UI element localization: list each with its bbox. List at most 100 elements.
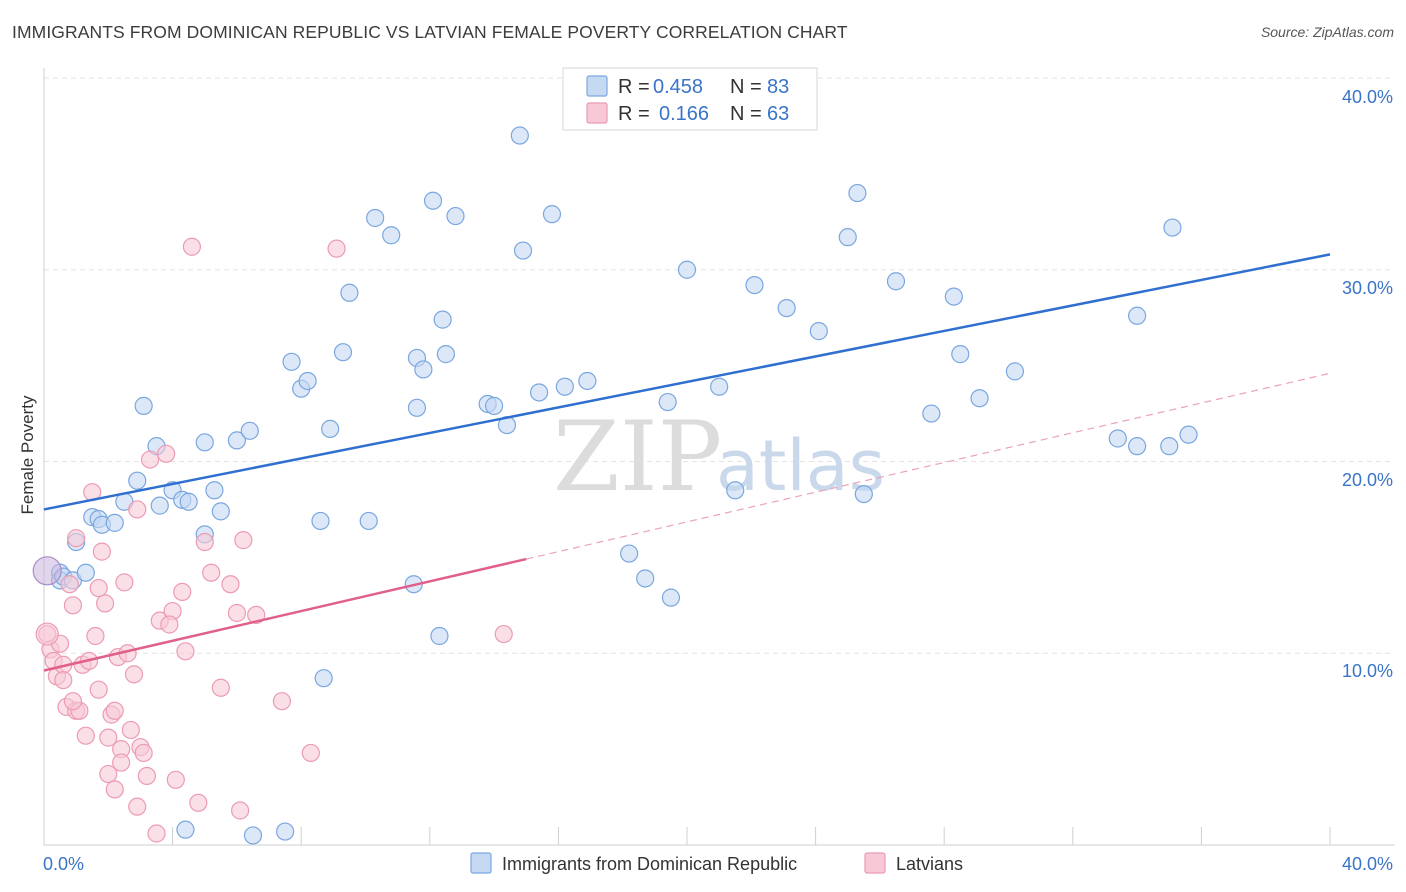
latvian-point-50 [301,743,320,763]
dominican-point-79 [176,820,195,839]
legend-r-label-2: R = [618,103,650,125]
dominican-point-39 [436,345,455,364]
latvian-point-29 [134,743,153,763]
latvian-point-56 [128,797,147,816]
dominican-point-12 [134,396,153,415]
dominican-point-82 [1160,437,1179,456]
dominican-point-42 [485,396,504,415]
cluster-point-1 [35,622,59,646]
latvian-point-43 [211,678,230,697]
trend-lines [43,253,1331,672]
top-legend: R = 0.458 N = 83 R = 0.166 N = 63 [562,67,818,131]
y-tick-label-10: 10.0% [1342,661,1393,681]
dominican-point-57 [726,481,745,500]
latvian-point-54 [99,764,118,784]
dominican-point-68 [970,389,989,408]
chart-source: Source: ZipAtlas.com [1260,24,1394,40]
dominican-point-45 [513,241,533,260]
dominican-point-36 [414,360,433,379]
dominican-point-72 [1127,437,1147,456]
y-tick-label-30: 30.0% [1342,278,1393,298]
latvian-point-60 [112,753,131,772]
dominican-point-34 [407,398,427,417]
trend-line-latvian [43,557,527,672]
latvian-point-42 [202,563,221,582]
latvian-point-20 [105,701,124,720]
latvian-point-62 [160,615,179,634]
latvian-point-48 [247,605,266,625]
y-tick-label-40: 40.0% [1342,87,1393,107]
watermark: ZIP atlas [553,401,885,513]
latvian-point-51 [327,239,346,258]
latvian-point-16 [92,542,111,561]
legend-r-value-1: 0.458 [653,76,703,98]
dominican-point-11 [128,471,147,490]
dominican-point-44 [510,126,529,145]
dominican-point-73 [1163,218,1182,237]
dominican-point-37 [423,191,443,210]
latvian-point-7 [60,575,79,594]
latvian-point-45 [227,603,246,623]
dominican-point-67 [951,345,970,364]
dominican-point-78 [276,822,295,841]
latvian-point-37 [173,582,192,601]
dominican-point-29 [333,343,353,362]
latvian-point-23 [115,573,134,592]
dominican-point-80 [243,826,263,845]
x-tick-label-max: 40.0% [1342,854,1393,874]
legend-swatch-blue [586,75,608,97]
dominican-point-38 [433,310,452,329]
dominican-point-9 [105,513,124,532]
bottom-legend-label-1: Immigrants from Dominican Republic [502,854,797,874]
latvian-point-41 [195,532,214,552]
legend-n-value-1: 83 [767,76,789,98]
latvian-point-18 [99,728,118,747]
legend-n-value-2: 63 [767,103,789,125]
dominican-point-54 [677,260,697,279]
latvian-point-55 [105,780,124,799]
dominican-point-60 [809,322,828,341]
dominican-point-69 [1005,362,1025,381]
legend-r-value-2: 0.166 [659,103,709,125]
dominican-point-46 [530,383,549,402]
dominican-point-49 [578,371,597,391]
latvian-point-25 [121,720,140,740]
dominican-point-74 [1179,425,1198,444]
dominican-point-48 [555,377,574,396]
latvian-point-27 [128,500,147,519]
latvian-point-30 [137,766,156,786]
dominican-point-14 [150,496,169,515]
y-tick-label-20: 20.0% [1342,470,1393,490]
legend-r-label-1: R = [618,76,650,98]
dominican-point-40 [446,206,465,226]
latvian-point-61 [89,578,108,598]
trend-line-latvian-extrapolated [526,372,1331,560]
latvian-point-52 [494,624,513,644]
latvian-point-31 [140,450,160,469]
dominican-point-71 [1127,306,1147,325]
dominican-point-20 [205,481,224,500]
latvian-point-38 [176,642,195,661]
bottom-legend: Immigrants from Dominican Republic Latvi… [470,852,963,874]
dominican-point-59 [777,299,796,318]
latvian-point-8 [63,596,83,615]
dominican-point-65 [922,404,941,423]
latvian-point-26 [124,665,144,684]
dominican-point-24 [282,352,301,371]
latvian-point-44 [221,575,240,594]
dominican-point-26 [298,371,317,391]
dominican-point-76 [430,626,449,646]
dominican-point-55 [710,377,729,396]
bottom-legend-swatch-pink [864,852,886,874]
x-tick-label-min: 0.0% [43,854,84,874]
latvian-point-49 [272,692,292,711]
latvian-point-53 [67,529,86,548]
latvian-point-58 [54,670,73,690]
dominican-point-27 [311,511,330,531]
latvian-point-46 [231,801,250,820]
latvian-point-32 [147,824,166,843]
dominican-point-23 [240,421,259,440]
dominican-point-30 [340,283,359,302]
latvian-point-17 [95,594,115,613]
